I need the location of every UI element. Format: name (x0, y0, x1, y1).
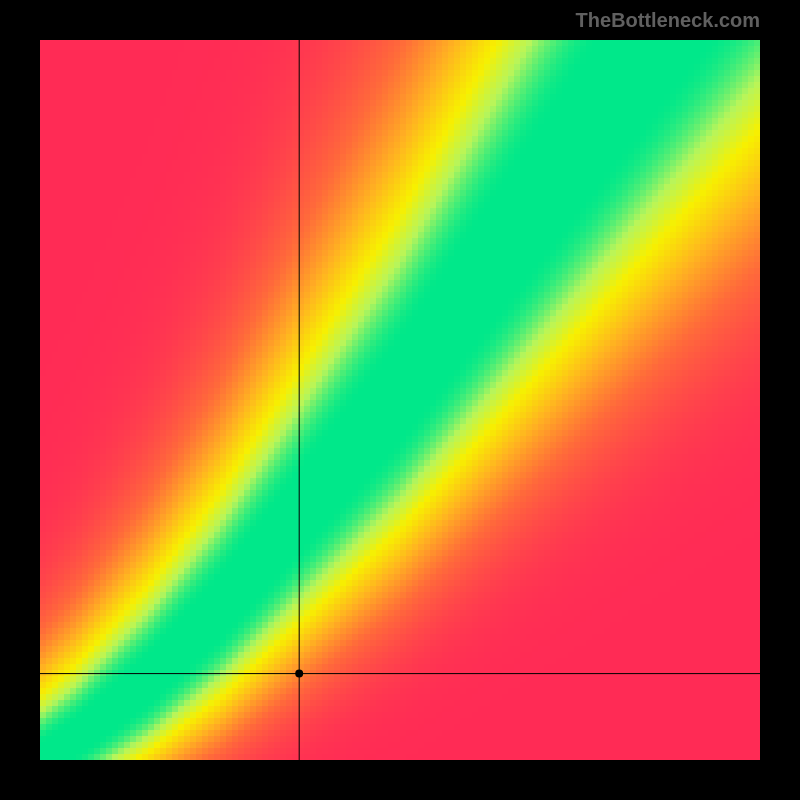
watermark-text: TheBottleneck.com (576, 10, 760, 33)
heatmap-canvas (40, 40, 760, 760)
chart-container: TheBottleneck.com (0, 0, 800, 800)
plot-area (40, 40, 760, 760)
